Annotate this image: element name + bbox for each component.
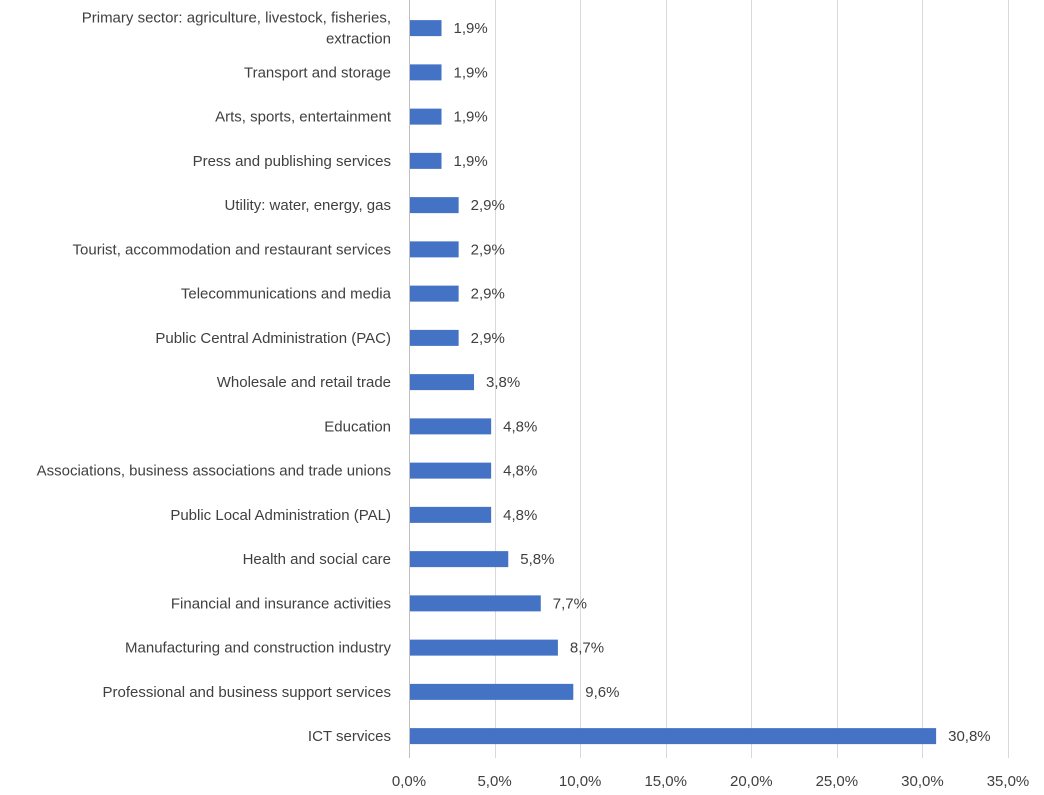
bar (410, 108, 442, 125)
bar (410, 506, 492, 523)
data-label: 1,9% (454, 20, 488, 37)
data-label: 30,8% (948, 728, 991, 745)
bar (410, 462, 492, 479)
data-label: 2,9% (471, 286, 505, 303)
data-label: 7,7% (553, 595, 587, 612)
x-tick-label: 15,0% (644, 773, 687, 790)
bar (410, 285, 459, 302)
x-tick-label: 5,0% (477, 773, 511, 790)
category-label: Transport and storage (244, 64, 391, 81)
category-label: ICT services (308, 728, 391, 745)
bar (410, 20, 442, 37)
bar (410, 197, 459, 214)
category-label: Tourist, accommodation and restaurant se… (73, 241, 391, 258)
category-label: Press and publishing services (193, 153, 391, 170)
x-tick-label: 25,0% (816, 773, 859, 790)
category-label: Wholesale and retail trade (217, 374, 391, 391)
bar (410, 551, 509, 568)
data-label: 8,7% (570, 640, 604, 657)
x-tick-label: 0,0% (392, 773, 426, 790)
category-label: Primary sector: agriculture, livestock, … (82, 10, 391, 48)
data-label: 5,8% (520, 551, 554, 568)
category-label: Telecommunications and media (181, 286, 392, 303)
data-label: 1,9% (454, 64, 488, 81)
bar (410, 64, 442, 81)
x-tick-label: 35,0% (987, 773, 1030, 790)
bar (410, 728, 937, 745)
data-label: 1,9% (454, 109, 488, 126)
category-label: Professional and business support servic… (103, 684, 392, 701)
bar (410, 683, 574, 700)
bar (410, 329, 459, 346)
data-label: 4,8% (503, 463, 537, 480)
bar (410, 418, 492, 435)
category-label: Financial and insurance activities (171, 595, 391, 612)
category-label: Health and social care (243, 551, 391, 568)
category-label: Manufacturing and construction industry (125, 640, 391, 657)
category-label: Utility: water, energy, gas (225, 197, 391, 214)
data-label: 9,6% (585, 684, 619, 701)
data-label: 1,9% (454, 153, 488, 170)
category-label: Arts, sports, entertainment (215, 109, 392, 126)
x-tick-label: 10,0% (559, 773, 602, 790)
data-label: 2,9% (471, 330, 505, 347)
bar (410, 595, 541, 612)
data-label: 3,8% (486, 374, 520, 391)
bar (410, 152, 442, 169)
category-label: Associations, business associations and … (37, 463, 391, 480)
category-label: Education (324, 418, 391, 435)
x-tick-label: 20,0% (730, 773, 773, 790)
bar (410, 241, 459, 258)
data-label: 4,8% (503, 418, 537, 435)
bar (410, 639, 558, 656)
data-label: 2,9% (471, 197, 505, 214)
data-label: 4,8% (503, 507, 537, 524)
category-label: Public Local Administration (PAL) (170, 507, 391, 524)
category-label: Public Central Administration (PAC) (155, 330, 391, 347)
x-tick-label: 30,0% (901, 773, 944, 790)
bar (410, 374, 475, 391)
data-label: 2,9% (471, 241, 505, 258)
